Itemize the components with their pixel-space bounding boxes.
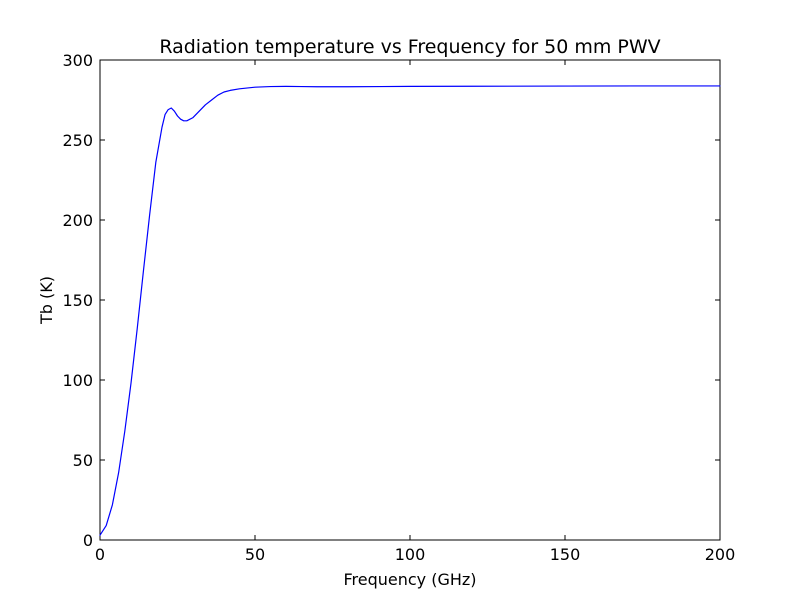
plot-frame <box>99 59 721 541</box>
x-tick-label: 100 <box>395 545 426 564</box>
x-tick-label: 200 <box>705 545 736 564</box>
x-tick-label: 150 <box>550 545 581 564</box>
y-tick-label: 250 <box>62 131 93 150</box>
y-tick-label: 150 <box>62 291 93 310</box>
y-axis-label: Tb (K) <box>37 276 56 325</box>
y-tick-label: 0 <box>83 531 93 550</box>
y-tick-label: 100 <box>62 371 93 390</box>
chart-title: Radiation temperature vs Frequency for 5… <box>159 36 660 58</box>
series-group <box>99 85 721 536</box>
x-tick-label: 50 <box>245 545 265 564</box>
x-tick-label: 0 <box>95 545 105 564</box>
y-tick-label: 300 <box>62 51 93 70</box>
y-tick-label: 50 <box>73 451 93 470</box>
x-axis-label: Frequency (GHz) <box>343 570 476 589</box>
y-tick-label: 200 <box>62 211 93 230</box>
series-line-0 <box>99 85 721 536</box>
plot-area-border <box>99 59 721 541</box>
axis-ticks: 0 50 100 150 200 0 50 100 150 200 250 300 <box>62 51 735 564</box>
